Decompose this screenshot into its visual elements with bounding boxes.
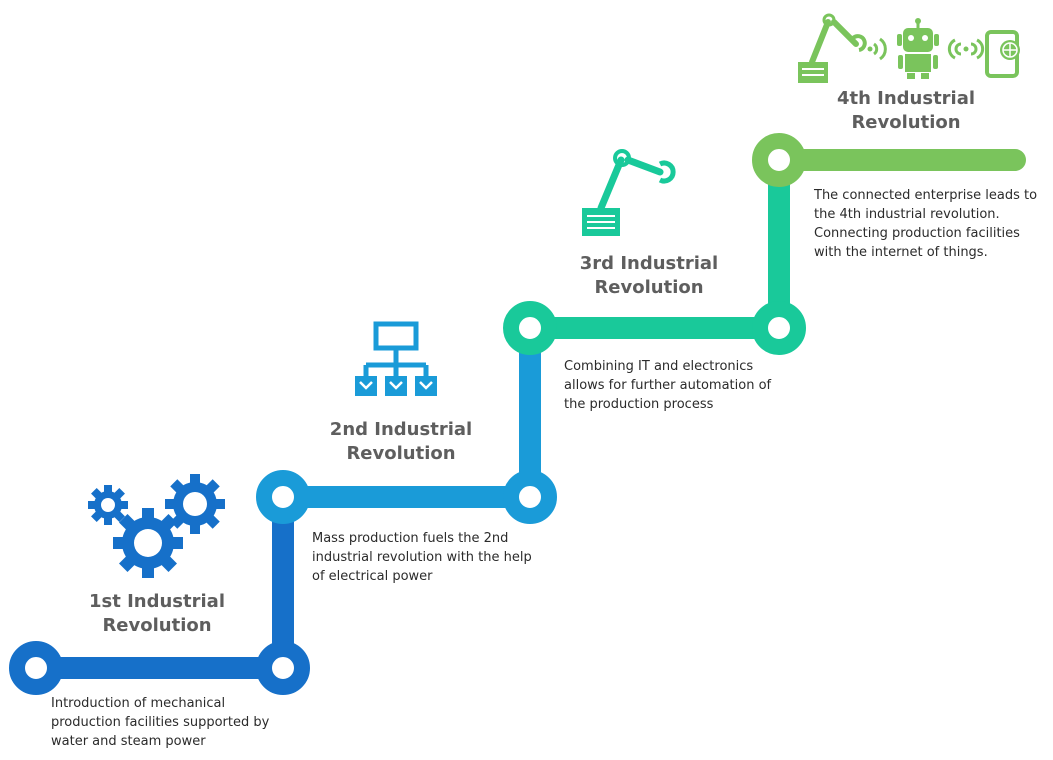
stage-2-desc-line-2: industrial revolution with the help	[312, 550, 532, 565]
stage-4-desc-line-2: the 4th industrial revolution.	[814, 207, 1000, 222]
stage-1-desc-line-2: production facilities supported by	[51, 715, 270, 730]
stage-4-title: 4th Industrial Revolution	[796, 87, 1016, 135]
node-1-end	[256, 641, 310, 695]
stage-2-desc-line-3: of electrical power	[312, 569, 433, 584]
stage-2-description: Mass production fuels the 2nd industrial…	[312, 529, 532, 586]
node-3-start	[503, 301, 557, 355]
stage-2-title-line-2: Revolution	[346, 443, 456, 464]
stage-3-description: Combining IT and electronics allows for …	[564, 357, 771, 414]
node-3-end	[752, 301, 806, 355]
stage-1-title-line-2: Revolution	[102, 615, 212, 636]
robotic-arm-icon	[582, 149, 676, 236]
node-4-start	[752, 133, 806, 187]
stage-4-description: The connected enterprise leads to the 4t…	[814, 186, 1037, 262]
gears-icon	[88, 474, 225, 578]
stage-4-title-line-1: 4th Industrial	[836, 88, 976, 109]
network-hierarchy-boxes	[355, 376, 437, 396]
stage-4-desc-line-4: with the internet of things.	[814, 245, 988, 260]
stage-2-title-line-1: 2nd Industrial	[329, 419, 473, 440]
node-2-start	[256, 470, 310, 524]
stage-3-path	[519, 149, 790, 339]
stage-3-desc-line-3: the production process	[564, 397, 714, 412]
stage-2-path	[272, 317, 541, 508]
stage-1-desc-line-1: Introduction of mechanical	[51, 696, 226, 711]
stage-1-description: Introduction of mechanical production fa…	[51, 694, 269, 751]
stage-1-desc-line-3: water and steam power	[51, 734, 206, 749]
stage-3-title-line-2: Revolution	[594, 277, 704, 298]
stage-4-desc-line-3: Connecting production facilities	[814, 226, 1020, 241]
stage-1-title: 1st Industrial Revolution	[47, 590, 267, 638]
node-1-start	[9, 641, 63, 695]
stage-4-desc-line-1: The connected enterprise leads to	[814, 188, 1038, 203]
node-2-end	[503, 470, 557, 524]
stage-4-title-line-2: Revolution	[851, 112, 961, 133]
robot-iot-icon	[798, 13, 1020, 83]
stage-3-desc-line-2: allows for further automation of	[564, 378, 772, 393]
network-hierarchy-icon	[363, 321, 429, 378]
stage-3-desc-line-1: Combining IT and electronics	[564, 359, 754, 374]
stage-2-desc-line-1: Mass production fuels the 2nd	[312, 531, 509, 546]
stage-3-title-line-1: 3rd Industrial	[579, 253, 719, 274]
stage-3-title: 3rd Industrial Revolution	[539, 252, 759, 300]
stage-2-title: 2nd Industrial Revolution	[291, 418, 511, 466]
stage-1-title-line-1: 1st Industrial	[88, 591, 225, 612]
